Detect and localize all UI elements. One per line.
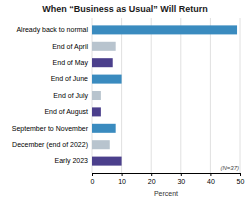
x-tick: 10 (118, 173, 126, 185)
y-tick-label: End of July (53, 92, 88, 100)
y-tick: End of May (53, 59, 92, 67)
bar (92, 91, 101, 100)
grid-line (240, 18, 241, 173)
y-tick-label: End of June (51, 75, 88, 82)
bar (92, 140, 110, 149)
plot: 0 10 20 30 40 50 Already back to normal End of … (12, 18, 245, 185)
x-tick-label: 10 (118, 178, 126, 185)
title: When “Business as Usual” Will Return (42, 4, 207, 14)
y-tick: Early 2023 (55, 157, 92, 165)
x-axis: 0 10 20 30 40 50 (91, 173, 245, 185)
bars (92, 25, 237, 165)
grid-line (151, 18, 152, 173)
x-tick: 0 (91, 173, 95, 185)
grid-line (210, 18, 211, 173)
y-tick: Already back to normal (16, 26, 92, 34)
y-tick: End of August (44, 108, 92, 116)
x-tick: 40 (207, 173, 215, 185)
y-tick-label: End of August (44, 108, 88, 116)
x-tick-mark (210, 173, 211, 176)
x-tick-mark (92, 173, 93, 176)
x-tick-mark (122, 173, 123, 176)
y-tick-label: Early 2023 (55, 157, 89, 165)
y-axis: Already back to normal End of April End of… (12, 26, 92, 165)
grid (92, 18, 240, 173)
x-tick-mark (151, 173, 152, 176)
x-tick-label: 30 (177, 178, 185, 185)
bar (92, 42, 116, 51)
y-tick: September to November (12, 125, 92, 133)
annotation: (N=37) (220, 165, 239, 171)
y-tick-label: September to November (12, 125, 89, 133)
x-tick-mark (181, 173, 182, 176)
x-tick-label: 50 (237, 178, 245, 185)
y-tick-label: End of May (53, 59, 89, 67)
x-tick-label: 0 (91, 178, 95, 185)
bar (92, 25, 237, 34)
y-tick-label: Already back to normal (16, 26, 88, 34)
x-axis-line (93, 174, 241, 177)
x-tick-mark (240, 173, 241, 176)
x-tick-label: 40 (207, 178, 215, 185)
chart: 0 10 20 30 40 50 Already back to normal End of … (0, 0, 250, 199)
y-tick: End of April (52, 43, 92, 51)
bar (92, 107, 101, 116)
x-axis-title: Percent (154, 190, 178, 197)
y-tick: End of July (53, 92, 92, 100)
bar (92, 157, 122, 166)
x-tick: 30 (177, 173, 185, 185)
y-tick-label: End of April (52, 43, 88, 51)
x-tick-label: 20 (148, 178, 156, 185)
bar (92, 58, 113, 67)
y-tick-label: December (end of 2022) (12, 141, 88, 149)
grid-line (121, 18, 122, 173)
grid-line (180, 18, 181, 173)
y-tick: End of June (51, 75, 92, 82)
bar (92, 124, 116, 133)
x-tick: 20 (148, 173, 156, 185)
x-tick: 50 (237, 173, 245, 185)
y-tick: December (end of 2022) (12, 141, 92, 149)
bar (92, 75, 122, 84)
